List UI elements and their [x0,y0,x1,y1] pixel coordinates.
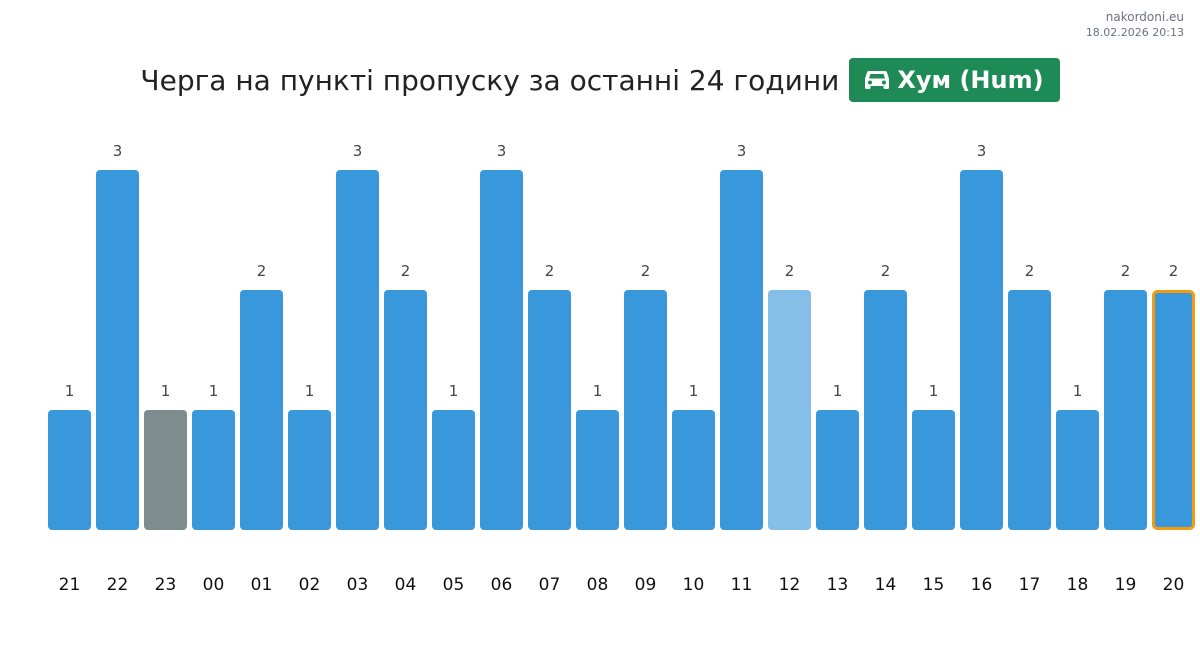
chart-title: Черга на пункті пропуску за останні 24 г… [140,63,840,97]
bar-07 [528,290,571,530]
x-tick-15: 15 [923,575,945,595]
x-tick-09: 09 [635,575,657,595]
bar-03 [336,170,379,530]
value-label-13: 1 [833,382,843,400]
bar-13 [816,410,859,530]
bar-22 [96,170,139,530]
value-label-06: 3 [497,142,507,160]
bar-15 [912,410,955,530]
value-label-02: 1 [305,382,315,400]
x-tick-08: 08 [587,575,609,595]
value-label-21: 1 [65,382,75,400]
checkpoint-badge: Хум (Hum) [849,58,1060,102]
x-tick-05: 05 [443,575,465,595]
x-tick-00: 00 [203,575,225,595]
x-tick-17: 17 [1019,575,1041,595]
chart-header: Черга на пункті пропуску за останні 24 г… [0,57,1200,103]
x-tick-01: 01 [251,575,273,595]
x-tick-04: 04 [395,575,417,595]
value-label-01: 2 [257,262,267,280]
x-tick-14: 14 [875,575,897,595]
value-label-08: 1 [593,382,603,400]
value-label-10: 1 [689,382,699,400]
x-tick-13: 13 [827,575,849,595]
bar-18 [1056,410,1099,530]
x-tick-19: 19 [1115,575,1137,595]
value-label-00: 1 [209,382,219,400]
bar-04 [384,290,427,530]
value-label-05: 1 [449,382,459,400]
value-label-22: 3 [113,142,123,160]
bar-19 [1104,290,1147,530]
car-icon [863,68,891,92]
bar-06 [480,170,523,530]
value-label-04: 2 [401,262,411,280]
x-tick-12: 12 [779,575,801,595]
bar-17 [1008,290,1051,530]
bar-08 [576,410,619,530]
bar-12 [768,290,811,530]
value-label-18: 1 [1073,382,1083,400]
x-tick-03: 03 [347,575,369,595]
x-tick-07: 07 [539,575,561,595]
x-tick-23: 23 [155,575,177,595]
value-label-09: 2 [641,262,651,280]
x-tick-06: 06 [491,575,513,595]
value-label-16: 3 [977,142,987,160]
bar-00 [192,410,235,530]
x-tick-02: 02 [299,575,321,595]
value-label-17: 2 [1025,262,1035,280]
bar-10 [672,410,715,530]
value-label-07: 2 [545,262,555,280]
x-tick-11: 11 [731,575,753,595]
checkpoint-name: Хум (Hum) [897,66,1044,94]
x-tick-21: 21 [59,575,81,595]
bar-05 [432,410,475,530]
bar-16 [960,170,1003,530]
value-label-19: 2 [1121,262,1131,280]
value-label-20: 2 [1169,262,1179,280]
bar-20 [1152,290,1195,530]
bar-09 [624,290,667,530]
x-tick-10: 10 [683,575,705,595]
bar-02 [288,410,331,530]
value-label-15: 1 [929,382,939,400]
timestamp: 18.02.2026 20:13 [1085,26,1184,39]
site-domain: nakordoni.eu [1105,10,1184,24]
value-label-03: 3 [353,142,363,160]
site-info: nakordoni.eu 18.02.2026 20:13 [1086,9,1184,40]
value-label-23: 1 [161,382,171,400]
x-tick-20: 20 [1163,575,1185,595]
value-label-12: 2 [785,262,795,280]
bar-23 [144,410,187,530]
bar-21 [48,410,91,530]
value-label-14: 2 [881,262,891,280]
bar-14 [864,290,907,530]
bar-11 [720,170,763,530]
x-tick-18: 18 [1067,575,1089,595]
value-label-11: 3 [737,142,747,160]
bar-01 [240,290,283,530]
x-tick-16: 16 [971,575,993,595]
x-tick-22: 22 [107,575,129,595]
